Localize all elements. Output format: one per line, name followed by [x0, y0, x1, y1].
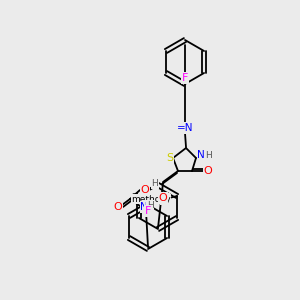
Text: O: O	[114, 202, 122, 212]
Text: O: O	[141, 185, 149, 195]
Text: F: F	[182, 73, 188, 83]
Text: O: O	[204, 166, 212, 176]
Text: H: H	[205, 151, 212, 160]
Text: H: H	[147, 200, 153, 209]
Text: S: S	[167, 153, 174, 163]
Text: N: N	[197, 150, 205, 160]
Text: =N: =N	[177, 123, 193, 133]
Text: F: F	[145, 206, 151, 216]
Text: O: O	[161, 194, 170, 204]
Text: H: H	[152, 179, 158, 188]
Text: CH₃: CH₃	[130, 194, 147, 202]
Text: N: N	[140, 202, 148, 212]
Text: methoxy: methoxy	[131, 194, 171, 203]
Text: O: O	[159, 193, 167, 203]
